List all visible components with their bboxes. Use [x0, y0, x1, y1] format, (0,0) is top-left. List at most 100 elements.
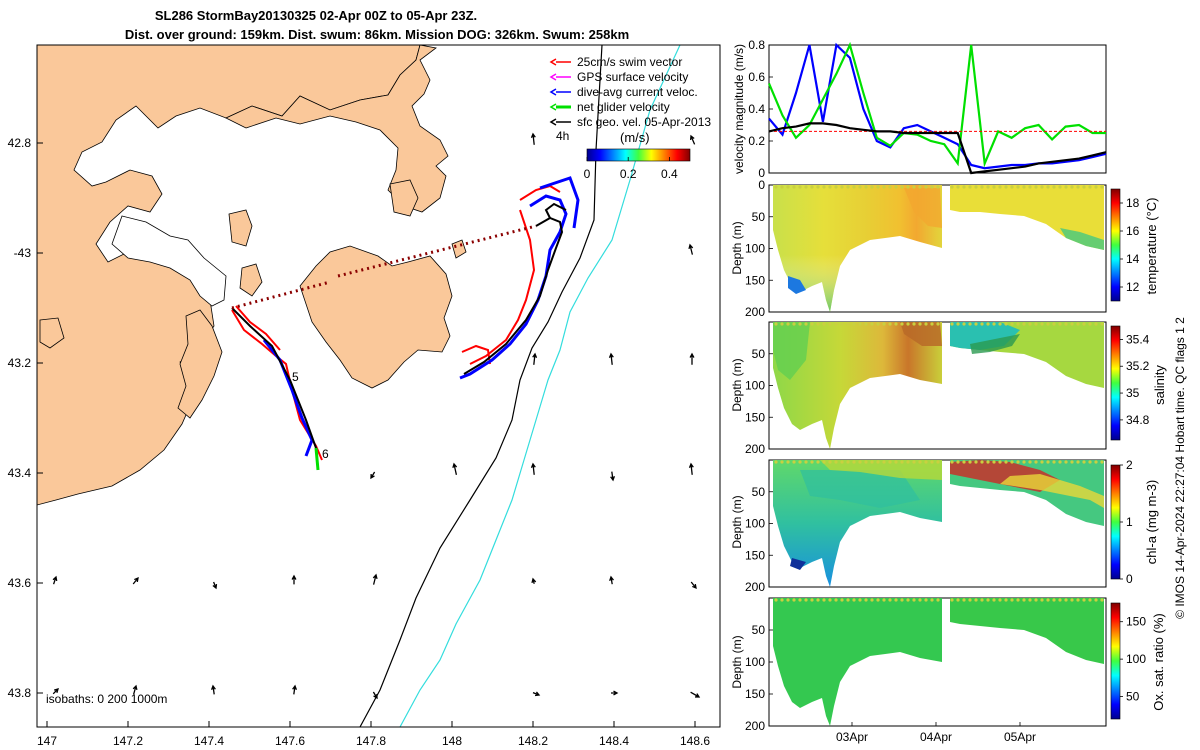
sample-dot — [950, 460, 954, 464]
sample-dot — [852, 185, 856, 189]
sample-dot — [1004, 598, 1008, 602]
depth-tick-label: 150 — [745, 273, 765, 287]
sample-dot — [930, 598, 934, 602]
depth-tick-label: 200 — [745, 719, 765, 733]
sample-dot — [912, 460, 916, 464]
sample-dot — [950, 185, 954, 189]
sample-dot — [992, 322, 996, 326]
sample-dot — [986, 598, 990, 602]
sample-dot — [1040, 598, 1044, 602]
sample-dot — [846, 598, 850, 602]
sfc-velocity-arrow — [291, 574, 297, 585]
sample-dot — [852, 598, 856, 602]
speed-colorbar: 4h (m/s) 0 0.2 0.4 — [556, 129, 691, 181]
depth-tick-label: 50 — [752, 485, 766, 499]
colorbar-tick-label: 150 — [1126, 615, 1146, 629]
title-line2: Dist. over ground: 159km. Dist. swum: 86… — [125, 27, 629, 42]
sample-dot — [1076, 185, 1080, 189]
sample-dot — [1058, 460, 1062, 464]
sample-dot — [1070, 185, 1074, 189]
sample-dot — [882, 460, 886, 464]
sample-dot — [1010, 460, 1014, 464]
sample-dot — [956, 185, 960, 189]
sfc-velocity-arrow — [210, 684, 216, 695]
sample-dot — [912, 598, 916, 602]
sample-dot — [930, 322, 934, 326]
depth-tick-label: 150 — [745, 548, 765, 562]
depth-tick-label: 50 — [752, 347, 766, 361]
sample-dot — [1064, 322, 1068, 326]
sample-dot — [816, 185, 820, 189]
sample-dot — [774, 460, 778, 464]
time-tick-label: 04Apr — [920, 730, 952, 744]
salinity-low-patch — [773, 322, 810, 380]
sample-dot — [888, 598, 892, 602]
island-small-3 — [39, 317, 65, 349]
depth-tick-label: 100 — [745, 655, 765, 669]
oxygen-x-ticks: 03Apr 04Apr 05Apr — [836, 722, 1036, 744]
colorbar-tick-label: 0.2 — [620, 167, 637, 181]
sample-dot — [1016, 185, 1020, 189]
sample-dot — [846, 185, 850, 189]
sample-dot — [1022, 185, 1026, 189]
map-ytick-label: 43.8 — [8, 686, 32, 700]
colorbar-tick-label: 12 — [1126, 280, 1140, 294]
sample-dot — [1070, 460, 1074, 464]
sample-dot — [828, 185, 832, 189]
sample-dot — [912, 322, 916, 326]
sample-dot — [774, 322, 778, 326]
sample-dot — [1010, 598, 1014, 602]
sample-dot — [774, 598, 778, 602]
sample-dot — [1028, 598, 1032, 602]
sample-dot — [1058, 185, 1062, 189]
sample-dot — [968, 322, 972, 326]
legend-arrowhead-sfc — [549, 118, 557, 126]
oxygen-colorbar — [1110, 602, 1121, 720]
colorbar-tick-label: 18 — [1126, 196, 1140, 210]
sample-dot — [864, 598, 868, 602]
sample-dot — [774, 185, 778, 189]
sample-dot — [1022, 598, 1026, 602]
sample-dot — [840, 185, 844, 189]
sampling-dots — [774, 598, 1104, 602]
sfc-velocity-arrow — [611, 690, 619, 696]
colorbar-tick-label: 50 — [1126, 690, 1140, 704]
salinity-field-a — [773, 322, 942, 449]
sample-dot — [1046, 322, 1050, 326]
sfc-velocity-arrow — [52, 575, 58, 585]
title-line1: SL286 StormBay20130325 02-Apr 00Z to 05-… — [155, 8, 477, 23]
land-peninsula — [299, 245, 453, 389]
sample-dot — [828, 460, 832, 464]
chlorophyll-colorbar-ticks: 0 1 2 — [1120, 458, 1133, 586]
sample-dot — [852, 322, 856, 326]
sample-dot — [962, 322, 966, 326]
sample-dot — [1094, 185, 1098, 189]
sample-dot — [1094, 598, 1098, 602]
sample-dot — [1052, 460, 1056, 464]
sample-dot — [980, 460, 984, 464]
sample-dot — [792, 460, 796, 464]
sample-dot — [834, 322, 838, 326]
sample-dot — [986, 185, 990, 189]
island-small-2 — [239, 263, 263, 297]
velocity-series-sfc — [768, 122, 1107, 175]
sample-dot — [1094, 460, 1098, 464]
sample-dot — [894, 185, 898, 189]
legend-arrowhead-gps — [549, 73, 557, 81]
depth-tick-label: 200 — [745, 305, 765, 319]
sample-dot — [792, 322, 796, 326]
sample-dot — [876, 322, 880, 326]
sample-dot — [930, 185, 934, 189]
oxygen-y-ticks: 50 100 150 200 — [745, 623, 773, 733]
oxygen-field-b — [950, 598, 1104, 664]
sample-dot — [780, 322, 784, 326]
sample-dot — [876, 598, 880, 602]
sample-dot — [980, 185, 984, 189]
sample-dot — [1040, 322, 1044, 326]
legend-label-dive: dive-avg current veloc. — [577, 85, 698, 99]
island-bruny — [177, 309, 223, 419]
sample-dot — [1064, 185, 1068, 189]
sample-dot — [798, 185, 802, 189]
sample-dot — [894, 322, 898, 326]
